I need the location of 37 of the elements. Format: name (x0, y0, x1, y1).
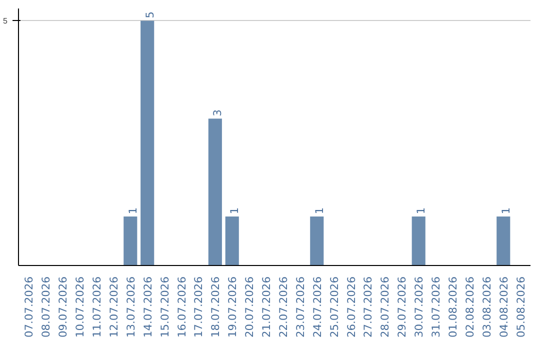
x-tick-label: 08.07.2026 (40, 276, 53, 338)
x-tick-label: 12.07.2026 (107, 276, 120, 338)
data-label: 1 (414, 207, 428, 214)
x-tick-label: 09.07.2026 (56, 276, 70, 338)
x-tick-label: 15.07.2026 (158, 276, 172, 338)
data-label: 1 (499, 207, 512, 214)
data-label: 3 (211, 109, 224, 116)
x-tick-label: 25.07.2026 (328, 276, 341, 338)
x-tick-label: 19.07.2026 (226, 276, 240, 338)
x-tick-label: 05.08.2026 (514, 276, 528, 338)
x-tick-label: 23.07.2026 (294, 276, 307, 338)
x-tick-label: 26.07.2026 (344, 276, 358, 338)
data-label: 1 (126, 207, 140, 214)
x-tick-label: 27.07.2026 (362, 276, 375, 338)
x-tick-label: 29.07.2026 (396, 276, 409, 338)
x-tick-label: 17.07.2026 (192, 276, 206, 338)
x-tick-label: 10.07.2026 (74, 276, 87, 338)
x-tick-label: 20.07.2026 (243, 276, 256, 338)
data-label: 5 (143, 12, 156, 18)
x-tick-label: 13.07.2026 (124, 276, 138, 338)
x-tick-label: 28.07.2026 (378, 276, 392, 338)
x-tick-label: 16.07.2026 (175, 276, 188, 338)
x-tick-label: 03.08.2026 (480, 276, 494, 338)
x-tick-label: 24.07.2026 (310, 276, 324, 338)
x-tick-label: 04.08.2026 (497, 276, 510, 338)
x-tick-label: 21.07.2026 (260, 276, 274, 338)
x-tick-label: 22.07.2026 (276, 276, 290, 338)
data-label: 1 (312, 207, 326, 214)
x-tick-label: 31.07.2026 (430, 276, 443, 338)
x-tick-label: 18.07.2026 (209, 276, 222, 338)
x-tick-label: 11.07.2026 (90, 276, 104, 338)
x-tick-label: 02.08.2026 (463, 276, 476, 338)
x-tick-label: 01.08.2026 (446, 276, 460, 338)
x-tick-label: 30.07.2026 (412, 276, 426, 338)
data-label: 1 (228, 207, 242, 214)
x-tick-label: 14.07.2026 (141, 276, 154, 338)
x-tick-label: 07.07.2026 (22, 276, 36, 338)
